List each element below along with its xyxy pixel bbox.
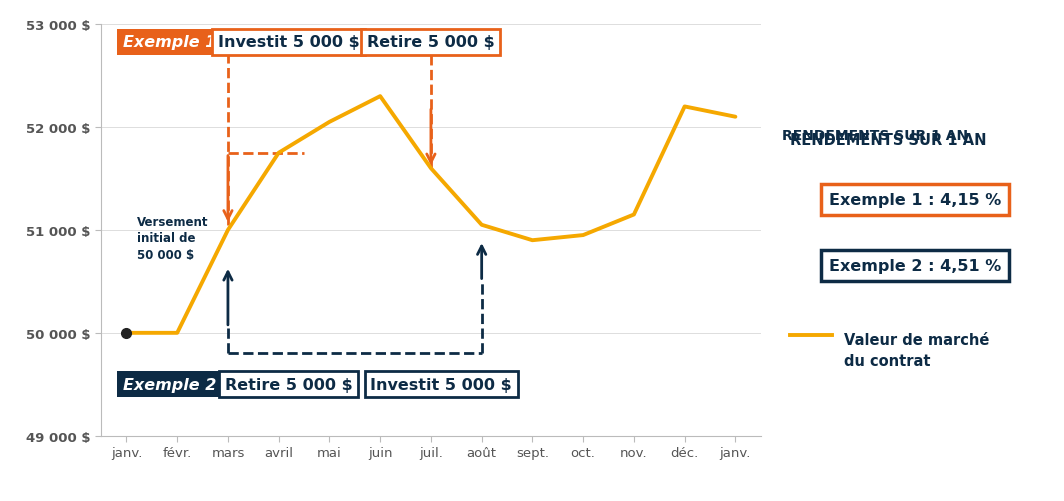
Text: Exemple 1: Exemple 1: [123, 35, 216, 50]
Text: RENDEMENTS SUR 1 AN: RENDEMENTS SUR 1 AN: [782, 128, 968, 142]
Text: Investit 5 000 $: Investit 5 000 $: [370, 377, 512, 392]
Text: Retire 5 000 $: Retire 5 000 $: [367, 35, 495, 50]
Text: Exemple 2 : 4,51 %: Exemple 2 : 4,51 %: [829, 258, 1001, 273]
Text: Exemple 1 : 4,15 %: Exemple 1 : 4,15 %: [829, 193, 1001, 208]
Text: RENDEMENTS SUR 1 AN: RENDEMENTS SUR 1 AN: [789, 133, 986, 148]
Text: Retire 5 000 $: Retire 5 000 $: [225, 377, 352, 392]
Text: Investit 5 000 $: Investit 5 000 $: [218, 35, 360, 50]
Text: Exemple 2: Exemple 2: [123, 377, 216, 392]
Text: Versement
initial de
50 000 $: Versement initial de 50 000 $: [136, 215, 209, 261]
Text: Valeur de marché
du contrat: Valeur de marché du contrat: [844, 333, 988, 369]
